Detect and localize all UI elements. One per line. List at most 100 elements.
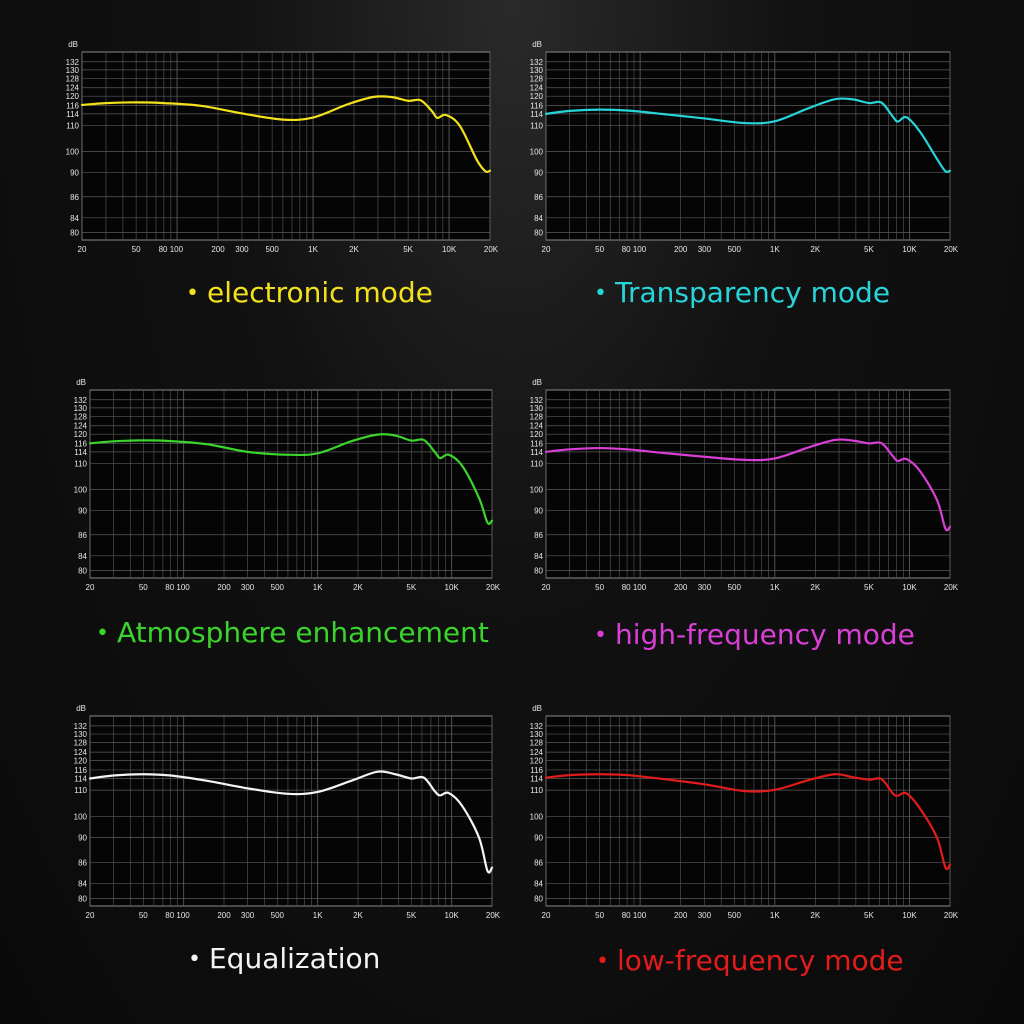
y-axis-label: dB [532,40,542,49]
y-tick-label: 128 [74,739,88,748]
x-tick-label: 10K [902,245,917,254]
y-tick-label: 132 [530,722,544,731]
x-tick-label: 80 100 [165,583,190,592]
x-tick-label: 300 [698,911,712,920]
y-tick-label: 114 [74,448,87,457]
y-tick-label: 80 [70,228,79,237]
grid [89,716,493,906]
y-tick-label: 86 [70,193,79,202]
x-tick-label: 2K [353,583,363,592]
bullet-dot: • [96,621,109,646]
y-tick-label: 110 [74,786,87,795]
x-tick-label: 20K [944,245,959,254]
y-tick-label: 100 [66,148,80,157]
x-tick-label: 20K [486,583,501,592]
x-tick-label: 200 [674,245,688,254]
frequency-response-line [88,433,494,525]
x-tick-label: 2K [810,911,820,920]
y-tick-label: 132 [74,396,88,405]
y-tick-label: 130 [74,730,88,739]
y-tick-label: 128 [530,739,544,748]
bullet-dot: • [596,949,609,974]
x-tick-label: 500 [271,583,285,592]
caption-transparency-mode: • Transparency mode [594,276,890,309]
x-tick-label: 200 [674,911,688,920]
y-tick-label: 130 [66,66,80,75]
y-tick-label: 110 [66,121,79,130]
y-tick-label: 86 [78,858,87,867]
caption-text: electronic mode [206,276,433,309]
x-tick-label: 10K [442,245,457,254]
y-axis-label: dB [76,704,86,713]
frequency-response-line [544,97,952,174]
plot-area [89,389,493,579]
y-tick-label: 120 [530,757,544,766]
chart-low-frequency-mode: 80 84 86 90 100 110 114 116 120 124 128 130 132 dB 20 5… [530,704,959,920]
x-tick-label: 20K [944,911,959,920]
y-tick-label: 110 [530,121,543,130]
x-tick-label: 300 [241,583,255,592]
y-tick-label: 114 [530,448,543,457]
caption-low-frequency-mode: • low-frequency mode [596,944,904,977]
chart-high-frequency-mode: 80 84 86 90 100 110 114 116 120 124 128 130 132 dB 20 5… [530,378,959,592]
caption-high-frequency-mode: • high-frequency mode [594,618,915,651]
caption-electronic-mode: • electronic mode [186,276,433,309]
grid [545,52,951,240]
y-tick-label: 100 [530,148,544,157]
x-tick-label: 20 [542,911,551,920]
y-tick-label: 132 [74,722,88,731]
caption-text: Atmosphere enhancement [116,616,489,649]
x-tick-label: 1K [313,583,323,592]
y-tick-label: 84 [534,214,543,223]
caption-text: Equalization [208,942,381,975]
y-tick-label: 128 [66,74,80,83]
caption-text: high-frequency mode [614,618,915,651]
y-tick-label: 120 [66,92,80,101]
x-tick-label: 500 [265,245,279,254]
y-tick-label: 90 [70,168,79,177]
y-axis-label: dB [532,378,542,387]
y-tick-label: 132 [66,58,80,67]
x-tick-label: 500 [728,245,742,254]
y-tick-label: 100 [74,486,88,495]
x-tick-label: 10K [445,583,460,592]
y-tick-label: 114 [530,775,543,784]
y-tick-label: 116 [530,101,543,110]
x-tick-label: 20 [542,583,551,592]
x-tick-label: 20 [542,245,551,254]
caption-text: Transparency mode [614,276,891,309]
y-tick-label: 130 [74,404,88,413]
x-tick-label: 2K [353,911,363,920]
y-tick-label: 84 [534,552,543,561]
y-tick-label: 124 [74,422,88,431]
grid [545,390,951,578]
y-tick-label: 130 [530,66,544,75]
y-tick-label: 124 [530,84,544,93]
y-tick-label: 130 [530,404,544,413]
y-tick-label: 84 [78,552,87,561]
x-tick-label: 80 100 [165,911,190,920]
chart-transparency-mode: 80 84 86 90 100 110 114 116 120 124 128 130 132 dB 20 5… [0,0,1024,340]
y-axis-label: dB [532,704,542,713]
y-tick-label: 124 [74,748,88,757]
x-tick-label: 300 [235,245,249,254]
x-tick-label: 5K [864,911,874,920]
chart-atmosphere-enhancement: 80 84 86 90 100 110 114 116 120 124 128 130 132 dB 20 5… [0,0,512,680]
y-tick-label: 132 [530,58,544,67]
y-tick-label: 128 [530,74,544,83]
y-tick-label: 116 [530,439,543,448]
x-tick-label: 500 [728,911,742,920]
y-tick-label: 110 [74,459,87,468]
y-tick-label: 110 [530,786,543,795]
plot-area [81,51,491,241]
x-tick-label: 50 [595,245,604,254]
y-axis-label: dB [76,378,86,387]
x-tick-label: 300 [241,911,255,920]
y-tick-label: 80 [534,894,543,903]
y-tick-label: 90 [78,834,87,843]
x-tick-label: 200 [217,583,231,592]
